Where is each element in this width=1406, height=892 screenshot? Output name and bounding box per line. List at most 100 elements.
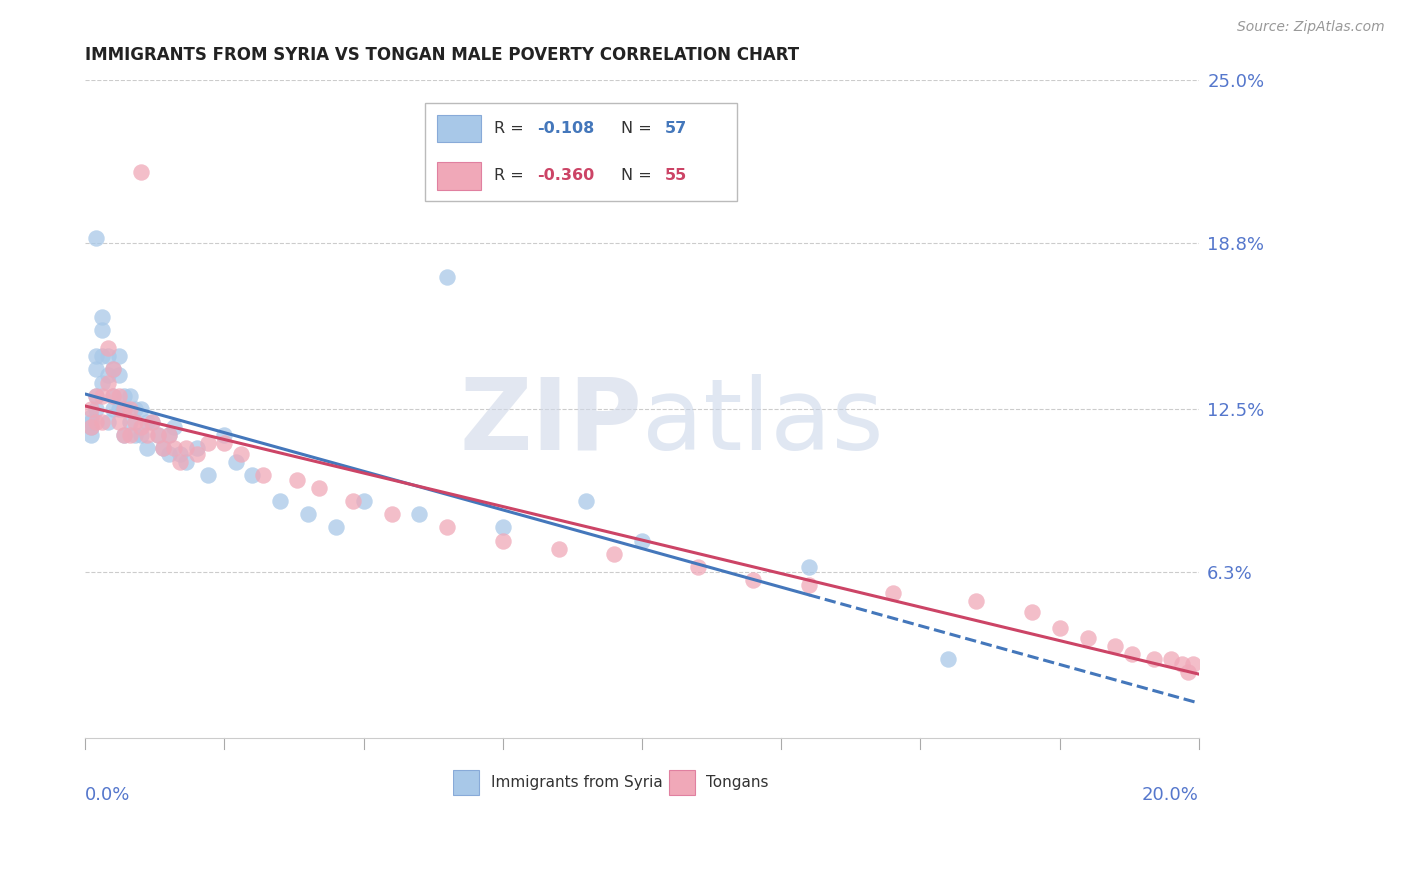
Point — [80, 401, 103, 416]
Point — [118, 428, 141, 442]
Point — [129, 165, 152, 179]
Point — [169, 454, 191, 468]
Point — [174, 442, 197, 456]
Point — [135, 428, 157, 442]
Point — [186, 447, 208, 461]
Point — [80, 420, 103, 434]
Point — [91, 349, 114, 363]
Point — [742, 573, 765, 587]
Point — [1171, 657, 1194, 672]
Point — [231, 447, 253, 461]
Point — [174, 454, 197, 468]
Point — [97, 342, 120, 356]
Point — [1049, 621, 1071, 635]
Point — [86, 230, 108, 244]
Point — [308, 481, 330, 495]
Point — [197, 467, 219, 482]
Point — [163, 442, 186, 456]
Point — [135, 415, 157, 429]
Point — [1121, 647, 1143, 661]
Text: Source: ZipAtlas.com: Source: ZipAtlas.com — [1237, 20, 1385, 34]
Point — [80, 409, 103, 424]
Point — [101, 389, 124, 403]
Point — [129, 420, 152, 434]
Point — [436, 270, 458, 285]
Point — [492, 533, 515, 548]
Point — [186, 442, 208, 456]
Point — [118, 389, 141, 403]
Point — [97, 368, 120, 382]
Point — [197, 436, 219, 450]
Point — [157, 428, 180, 442]
Point — [141, 415, 163, 429]
Point — [80, 420, 103, 434]
Point — [225, 454, 247, 468]
Point — [101, 401, 124, 416]
Point — [91, 323, 114, 337]
Point — [492, 520, 515, 534]
Point — [91, 415, 114, 429]
Point — [1160, 652, 1182, 666]
Point — [86, 389, 108, 403]
Point — [91, 376, 114, 390]
Point — [124, 428, 146, 442]
Point — [797, 578, 820, 592]
Point — [631, 533, 654, 548]
Point — [124, 415, 146, 429]
Point — [380, 508, 402, 522]
Point — [882, 586, 904, 600]
Point — [1143, 652, 1166, 666]
Point — [797, 560, 820, 574]
Point — [169, 447, 191, 461]
Point — [965, 594, 987, 608]
Point — [107, 415, 129, 429]
Point — [325, 520, 347, 534]
Point — [101, 362, 124, 376]
Point — [97, 415, 120, 429]
Point — [1182, 657, 1205, 672]
Point — [146, 428, 169, 442]
Point — [107, 401, 129, 416]
Point — [97, 349, 120, 363]
Text: IMMIGRANTS FROM SYRIA VS TONGAN MALE POVERTY CORRELATION CHART: IMMIGRANTS FROM SYRIA VS TONGAN MALE POV… — [86, 46, 800, 64]
Point — [86, 415, 108, 429]
Point — [1177, 665, 1199, 680]
Point — [129, 428, 152, 442]
Point — [118, 415, 141, 429]
Point — [80, 415, 103, 429]
Point — [214, 428, 236, 442]
Point — [118, 401, 141, 416]
Point — [146, 428, 169, 442]
Point — [112, 401, 135, 416]
Point — [1021, 605, 1043, 619]
Point — [575, 494, 598, 508]
Point — [112, 389, 135, 403]
Point — [157, 447, 180, 461]
Point — [163, 420, 186, 434]
Point — [129, 401, 152, 416]
Point — [1104, 639, 1126, 653]
Point — [112, 428, 135, 442]
Point — [214, 436, 236, 450]
Point — [91, 310, 114, 324]
Point — [686, 560, 709, 574]
Point — [285, 473, 308, 487]
Point — [240, 467, 263, 482]
Point — [157, 428, 180, 442]
Point — [152, 442, 174, 456]
Point — [152, 442, 174, 456]
Point — [101, 389, 124, 403]
Point — [297, 508, 319, 522]
Point — [124, 401, 146, 416]
Point — [353, 494, 375, 508]
Point — [141, 415, 163, 429]
Point — [91, 389, 114, 403]
Point — [101, 362, 124, 376]
Text: ZIP: ZIP — [460, 374, 643, 471]
Point — [252, 467, 274, 482]
Point — [112, 428, 135, 442]
Point — [107, 368, 129, 382]
Point — [342, 494, 364, 508]
Point — [436, 520, 458, 534]
Point — [603, 547, 626, 561]
